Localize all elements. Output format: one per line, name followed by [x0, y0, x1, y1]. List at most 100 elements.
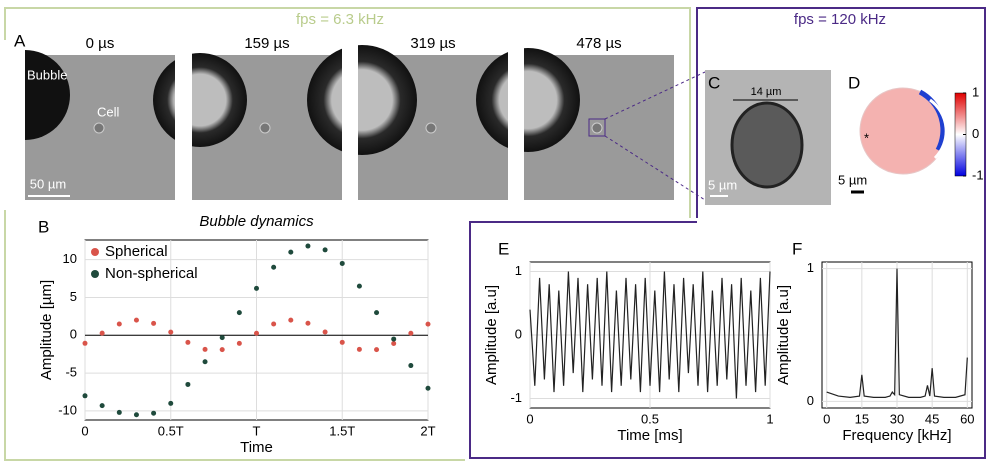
group-box	[4, 7, 691, 461]
cell	[93, 122, 105, 134]
point	[133, 412, 139, 418]
fps-label: fps = 6.3 kHz	[296, 11, 384, 28]
x-tick-label: 45	[925, 411, 939, 426]
panel-c: 14 µm 5 µm	[705, 70, 831, 205]
point	[322, 329, 328, 335]
y-tick-label: 0	[70, 327, 77, 342]
x-tick-label: 15	[855, 411, 869, 426]
colorbar-tick-label: 1	[972, 84, 979, 99]
chart-title: Bubble dynamics	[199, 213, 314, 230]
y-axis-label: Amplitude [a.u]	[775, 285, 792, 385]
x-tick-label: T	[253, 423, 261, 438]
point	[236, 310, 242, 316]
panel-d: * 5 µm	[838, 87, 967, 194]
cell	[730, 101, 804, 189]
point	[219, 347, 225, 353]
point	[391, 340, 397, 346]
frame-time: 478 µs	[576, 35, 621, 52]
point	[271, 321, 277, 327]
frame-time: 0 µs	[86, 35, 115, 52]
point	[408, 330, 414, 336]
bubble	[307, 45, 417, 155]
cell	[259, 122, 271, 134]
panel-label: C	[708, 73, 720, 92]
y-tick-label: 10	[63, 251, 77, 266]
point	[116, 409, 122, 415]
panel-label: F	[792, 239, 802, 258]
scale-label: 5 µm	[708, 177, 737, 192]
frames: 50 µm Bubble Cell 0 µs 159 µs 319 µs 478…	[0, 35, 706, 210]
point	[133, 317, 139, 323]
fps-label: fps = 120 kHz	[794, 11, 886, 28]
frame-time: 159 µs	[244, 35, 289, 52]
cell	[591, 122, 603, 134]
x-tick-label: 60	[960, 411, 974, 426]
y-tick-label: -10	[58, 402, 77, 417]
series-line	[529, 271, 771, 399]
y-tick-label: -1	[510, 390, 522, 405]
cell	[425, 122, 437, 134]
x-tick-label: 1	[766, 411, 773, 426]
scale-label: 50 µm	[30, 176, 66, 191]
x-tick-label: 2T	[420, 423, 435, 438]
y-tick-label: 0	[515, 326, 522, 341]
legend-marker	[91, 248, 99, 256]
zoom-line	[604, 71, 706, 120]
legend-label: Non-spherical	[105, 265, 198, 282]
scale-label: 5 µm	[838, 172, 867, 187]
y-tick-label: 1	[515, 263, 522, 278]
x-tick-label: 0	[81, 423, 88, 438]
point	[271, 264, 277, 270]
point	[219, 335, 225, 341]
annotation: Cell	[97, 104, 120, 119]
panel-label: A	[14, 31, 26, 50]
y-axis-label: Amplitude [a.u]	[483, 285, 500, 385]
x-axis-label: Time [ms]	[617, 427, 682, 444]
x-tick-label: 0.5T	[158, 423, 184, 438]
point	[254, 285, 259, 291]
point	[168, 329, 174, 335]
point	[99, 403, 105, 409]
point	[322, 247, 328, 253]
roi-box	[588, 118, 606, 137]
x-axis-label: Frequency [kHz]	[842, 427, 951, 444]
point	[288, 249, 294, 255]
point	[305, 320, 311, 326]
panel-label: B	[38, 217, 49, 236]
heatmap	[929, 98, 948, 160]
point	[168, 400, 174, 406]
point	[202, 346, 208, 352]
colorbar-tick-label: 0	[972, 126, 979, 141]
x-tick-label: 1.5T	[329, 423, 355, 438]
point	[305, 243, 311, 249]
annotation: *	[864, 130, 869, 145]
point	[185, 339, 191, 345]
point	[116, 321, 122, 327]
point	[339, 339, 345, 345]
point	[82, 393, 88, 399]
frame-time: 319 µs	[410, 35, 455, 52]
point	[151, 410, 157, 416]
x-tick-label: 0	[526, 411, 533, 426]
point	[374, 347, 380, 353]
legend-marker	[91, 270, 99, 278]
point	[151, 320, 157, 326]
point	[82, 340, 88, 346]
x-tick-label: 0.5	[641, 411, 659, 426]
panel-label: E	[498, 239, 509, 258]
annotation: 14 µm	[751, 86, 782, 98]
legend-label: Spherical	[105, 243, 168, 260]
annotation: Bubble	[27, 67, 67, 82]
heatmap	[918, 89, 946, 152]
y-tick-label: 0	[807, 393, 814, 408]
point	[288, 317, 294, 323]
point	[99, 330, 105, 336]
series-line	[826, 268, 968, 398]
point	[185, 381, 191, 387]
point	[356, 283, 362, 289]
y-tick-label: 5	[70, 289, 77, 304]
panel-label: D	[848, 73, 860, 92]
x-axis-label: Time	[240, 439, 273, 456]
point	[254, 330, 259, 336]
